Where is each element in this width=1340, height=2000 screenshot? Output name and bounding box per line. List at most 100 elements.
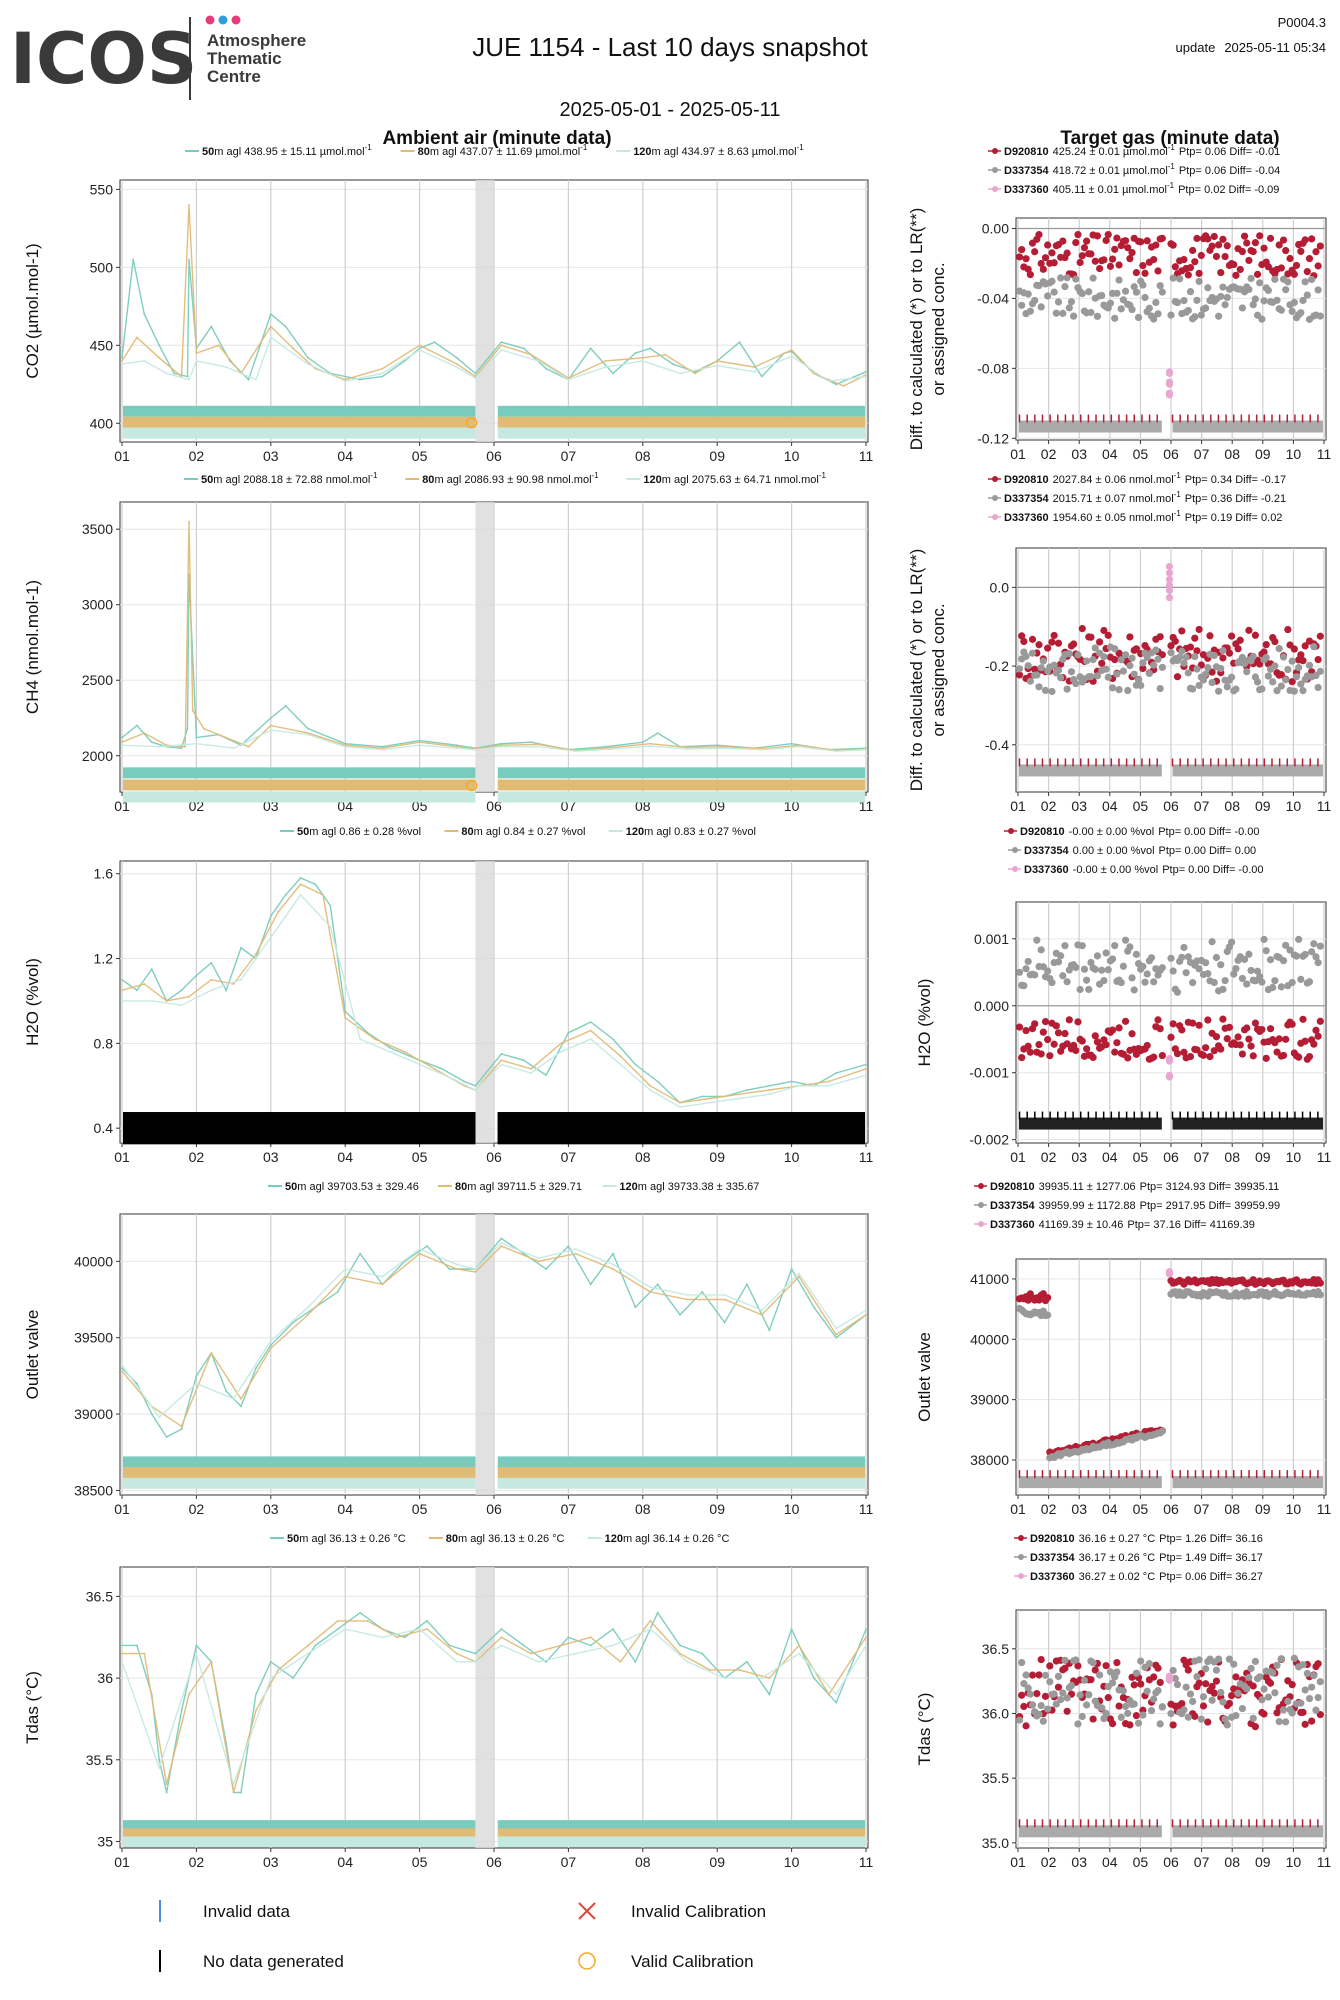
outlet-ambient-legend-text-2: m agl 39733.38 ± 335.67 [638,1181,760,1193]
tdas-target-point-D920810 [1022,1722,1030,1730]
co2-ambient-point [716,364,719,367]
co2-ambient-point [545,367,547,370]
ch4-target-point-D337354 [1143,653,1151,662]
ch4-target-point-D337354 [1284,665,1292,674]
co2-target-point-D920810 [1189,246,1197,255]
co2-target-point-D337354 [1072,275,1080,283]
h2o-ambient-point [500,1059,503,1062]
h2o-target-point-D337354 [1076,985,1084,994]
tdas-ambient-point [708,1669,711,1671]
h2o-ambient-point [463,1080,466,1083]
ch4-ambient-ytick-label: 2000 [82,748,113,764]
ch4-target-point-D337354 [1048,687,1056,696]
ch4-target-point-D920810 [1290,645,1298,653]
outlet-target-legend-text-1: 39959.99 ± 1172.88 [1039,1200,1136,1212]
left-column-title: Ambient air (minute data) [382,128,611,149]
co2-target-point-D920810 [1260,244,1268,252]
tdas-target-point-D920810 [1199,1702,1208,1710]
co2-target-point-D920810 [1208,242,1216,250]
ch4-target-legend-dot-1 [992,495,998,501]
co2-target-point-D920810 [1087,250,1095,258]
tdas-target-point-D337354 [1232,1711,1240,1720]
ch4-target-ylabel: Diff. to calculated (*) or to LR(**) or a… [907,549,948,792]
co2-ambient-ytick-label: 400 [90,415,114,431]
co2-target-point-D337354 [1223,293,1231,302]
ch4-target-point-D337354 [1208,678,1216,687]
h2o-target-point-D920810 [1301,1037,1309,1045]
co2-ambient-point [121,356,123,359]
ch4-ambient-point [247,745,250,748]
ch4-target-point-D337354 [1152,646,1160,654]
tdas-ambient-point [474,1652,477,1655]
tdas-ambient-xtick-label: 05 [412,1854,428,1870]
tdas-ambient-xtick-label: 06 [486,1854,502,1870]
h2o-target-point-D920810 [1015,1023,1024,1031]
ch4-ambient-series-120m-agl [121,729,867,752]
ch4-target-point-D920810 [1195,625,1203,634]
tdas-target-legend-dot-2 [1018,1573,1024,1579]
ch4-ambient-point [604,745,607,748]
co2-target-legend-item-1: D337354 418.72 ± 0.01 µmol.mol-1 Ptp= 0.06… [1004,162,1280,177]
tdas-ambient-band-2 [123,1836,476,1848]
ch4-ambient-point [537,745,540,748]
tdas-target-point-D337354 [1121,1702,1130,1711]
outlet-ambient-xtick-label: 05 [412,1501,428,1517]
h2o-target-cal-band-b [1172,1117,1323,1130]
ch4-target-legend-sup-0: -1 [1174,471,1182,480]
co2-ambient-point [135,336,138,339]
h2o-target-legend-tail-2: Ptp= 0.00 Diff= -0.00 [1162,864,1263,876]
outlet-ambient-legend-item-0: 50m agl 39703.53 ± 329.46 [285,1181,419,1193]
tdas-target-point-D920810 [1126,1721,1134,1729]
ch4-target-point-D337354 [1202,670,1210,678]
co2-ambient-point [195,360,198,362]
tdas-ambient-point [121,1660,123,1663]
ch4-target-point-D337354 [1072,679,1080,688]
h2o-target-point-D920810 [1258,1025,1266,1034]
tdas-ambient-ytick-label: 36.5 [86,1588,113,1604]
co2-target-xtick-label: 07 [1194,446,1210,462]
h2o-ambient-xtick-label: 06 [486,1149,502,1165]
co2-target-legend-dot-0 [992,148,998,154]
outlet-ambient-point [760,1313,763,1316]
co2-target-point-D337360 [1165,369,1174,377]
outlet-target-legend-item-0: D920810 39935.11 ± 1277.06 Ptp= 3124.93 Di… [990,1181,1279,1193]
tdas-target-ytick-label: 35.5 [982,1770,1009,1786]
ch4-ambient-point [191,709,194,712]
tdas-target-point-D337354 [1158,1703,1166,1711]
co2-ambient-ylabel: CO2 (µmol.mol-1) [23,243,42,378]
ch4-target-point-D920810 [1208,668,1216,676]
ch4-target-legend-text-2: 1954.60 ± 0.05 nmol.mol [1053,512,1174,524]
outlet-ambient-point [537,1260,540,1263]
co2-target-legend-tank-2: D337360 [1004,184,1049,196]
co2-target-point-D337354 [1193,296,1201,304]
tdas-ambient-point [165,1791,168,1794]
tdas-target-point-D337354 [1022,1671,1030,1679]
outlet-ambient-point [790,1268,793,1270]
tdas-ambient-point [188,1693,190,1696]
h2o-target-point-D920810 [1089,1053,1097,1062]
tdas-ambient-point [381,1636,384,1639]
h2o-target-point-D337354 [1037,946,1045,954]
ch4-ambient-band-1 [123,779,476,791]
h2o-target-point-D337354 [1297,975,1305,983]
tdas-target-point-D337354 [1312,1706,1320,1714]
co2-target-point-D920810 [1223,242,1231,250]
h2o-target-xtick-label: 07 [1194,1149,1210,1165]
co2-ambient-legend-height-0: 50 [202,146,214,158]
outlet-ambient-point [150,1413,153,1415]
ch4-target-point-D920810 [1156,633,1164,641]
ch4-ambient-band-2-b [497,791,865,803]
co2-target-legend: D920810 425.24 ± 0.01 µmol.mol-1 Ptp= 0.06… [988,143,1280,196]
outlet-target-legend-tank-1: D337354 [990,1200,1036,1212]
outlet-target-point-D337354 [1158,1427,1166,1435]
tdas-ambient-point [269,1660,272,1663]
outlet-ambient-point [723,1294,726,1296]
tdas-target-point-D337354 [1202,1665,1210,1673]
outlet-ambient-xtick-label: 02 [189,1501,205,1517]
tdas-ambient-band-1 [123,1828,476,1840]
tdas-ambient-point [827,1693,830,1696]
h2o-target-point-D337354 [1104,966,1112,974]
ch4-ambient-point [641,741,644,744]
ch4-ambient-ytick-label: 3500 [82,521,113,537]
ch4-target-xtick-label: 01 [1010,798,1026,814]
